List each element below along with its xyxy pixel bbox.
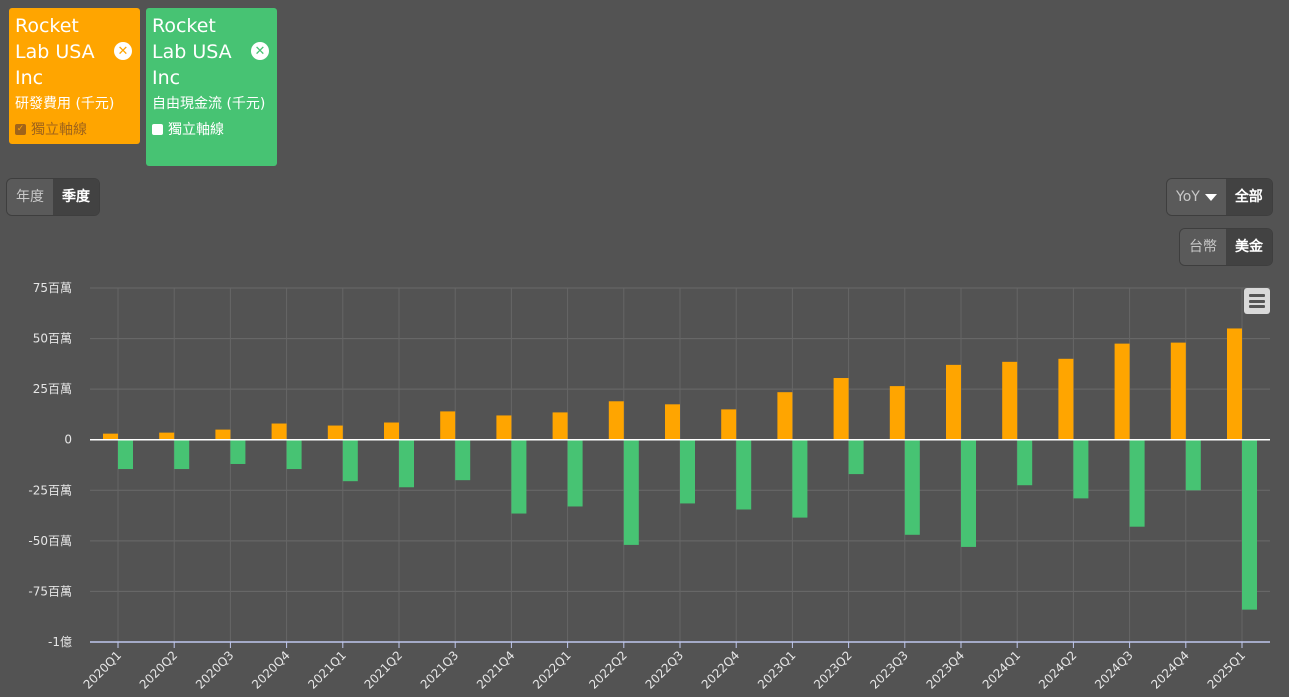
bar-rd-expense [1002,361,1018,440]
bar-free-cash-flow [1185,439,1201,491]
bar-rd-expense [1114,343,1130,440]
bar-rd-expense [552,412,568,440]
x-tick-label: 2021Q3 [418,648,462,692]
independent-axis-toggle[interactable]: 獨立軸線 [152,119,271,139]
bar-free-cash-flow [1129,439,1145,527]
bar-free-cash-flow [1242,439,1257,610]
legend-metric-name: 自由現金流 (千元) [152,96,266,112]
legend-card-rd-expense[interactable]: Rocket Lab USA Inc ✕ 研發費用 (千元) ✓ 獨立軸線 [9,8,140,144]
y-tick-label: -75百萬 [28,584,72,598]
y-tick-label: 25百萬 [33,382,72,396]
x-tick-label: 2020Q1 [81,648,125,692]
bar-free-cash-flow [399,439,414,488]
independent-axis-label: 獨立軸線 [31,122,87,138]
bar-free-cash-flow [567,439,583,507]
bar-rd-expense [608,401,624,440]
annual-button[interactable]: 年度 [7,179,53,215]
bar-rd-expense [271,423,287,440]
quarterly-button[interactable]: 季度 [53,179,99,215]
x-tick-label: 2023Q4 [924,648,968,692]
y-tick-label: 0 [64,433,72,447]
bar-free-cash-flow [1017,439,1033,486]
x-tick-label: 2021Q4 [474,648,518,692]
bar-free-cash-flow [736,439,752,510]
independent-axis-label: 獨立軸線 [168,122,224,138]
bar-rd-expense [327,425,343,440]
bar-rd-expense [665,404,680,440]
remove-series-icon[interactable]: ✕ [251,42,269,60]
bar-rd-expense [1058,358,1074,440]
x-tick-label: 2024Q4 [1148,648,1192,692]
bar-free-cash-flow [455,439,471,481]
x-tick-label: 2024Q1 [980,648,1024,692]
bar-free-cash-flow [174,439,190,470]
twd-button[interactable]: 台幣 [1180,229,1226,265]
x-tick-label: 2020Q4 [249,648,293,692]
bar-rd-expense [777,392,793,440]
x-tick-label: 2020Q3 [193,648,237,692]
bar-free-cash-flow [961,439,976,547]
x-tick-label: 2022Q1 [530,648,574,692]
y-tick-label: 75百萬 [33,281,72,295]
x-tick-label: 2022Q3 [643,648,687,692]
y-tick-label: -1億 [48,635,72,649]
x-tick-label: 2021Q1 [305,648,349,692]
checkbox-checked-icon[interactable]: ✓ [15,123,26,135]
bar-rd-expense [946,364,961,440]
bar-rd-expense [440,411,456,440]
period-toggle: 年度 季度 [6,178,100,216]
bar-free-cash-flow [342,439,358,482]
legend-company-name: Rocket Lab USA Inc [152,15,232,89]
x-tick-label: 2020Q2 [137,648,181,692]
legend-company-name: Rocket Lab USA Inc [15,15,95,89]
independent-axis-toggle[interactable]: ✓ 獨立軸線 [15,119,134,139]
x-tick-label: 2023Q3 [867,648,911,692]
x-tick-label: 2024Q3 [1092,648,1136,692]
bar-free-cash-flow [511,439,527,514]
bar-rd-expense [833,378,849,440]
remove-series-icon[interactable]: ✕ [114,42,132,60]
bar-rd-expense [215,429,231,440]
bar-free-cash-flow [623,439,639,545]
x-tick-label: 2021Q2 [362,648,406,692]
bar-free-cash-flow [792,439,808,518]
range-toggle: YoY 全部 [1166,178,1273,216]
bar-free-cash-flow [230,439,246,464]
bar-free-cash-flow [286,439,302,470]
y-tick-label: -50百萬 [28,534,72,548]
bar-rd-expense [1227,328,1242,440]
yoy-dropdown[interactable]: YoY [1167,179,1226,215]
bar-rd-expense [1170,342,1186,440]
bar-rd-expense [103,433,118,440]
bar-free-cash-flow [848,439,864,475]
bar-rd-expense [159,432,175,440]
bar-free-cash-flow [1073,439,1089,499]
legend-metric-name: 研發費用 (千元) [15,96,115,112]
y-tick-label: 50百萬 [33,332,72,346]
all-button[interactable]: 全部 [1225,179,1272,215]
bar-rd-expense [384,422,399,440]
currency-toggle: 台幣 美金 [1179,228,1273,266]
x-tick-label: 2022Q2 [586,648,630,692]
bar-rd-expense [496,415,512,440]
caret-down-icon [1204,193,1217,201]
x-tick-label: 2023Q2 [811,648,855,692]
chart-menu-icon[interactable] [1244,288,1270,314]
yoy-label: YoY [1176,189,1200,205]
usd-button[interactable]: 美金 [1226,229,1272,265]
bar-free-cash-flow [680,439,695,504]
y-tick-label: -25百萬 [28,483,72,497]
bar-free-cash-flow [118,439,133,470]
legend-card-free-cash-flow[interactable]: Rocket Lab USA Inc ✕ 自由現金流 (千元) 獨立軸線 [146,8,277,166]
x-tick-label: 2023Q1 [755,648,799,692]
x-tick-label: 2024Q2 [1036,648,1080,692]
bar-free-cash-flow [904,439,920,535]
checkbox-unchecked-icon[interactable] [152,123,163,135]
bar-rd-expense [889,386,905,440]
bar-rd-expense [721,409,737,440]
x-tick-label: 2025Q1 [1205,648,1249,692]
x-tick-label: 2022Q4 [699,648,743,692]
